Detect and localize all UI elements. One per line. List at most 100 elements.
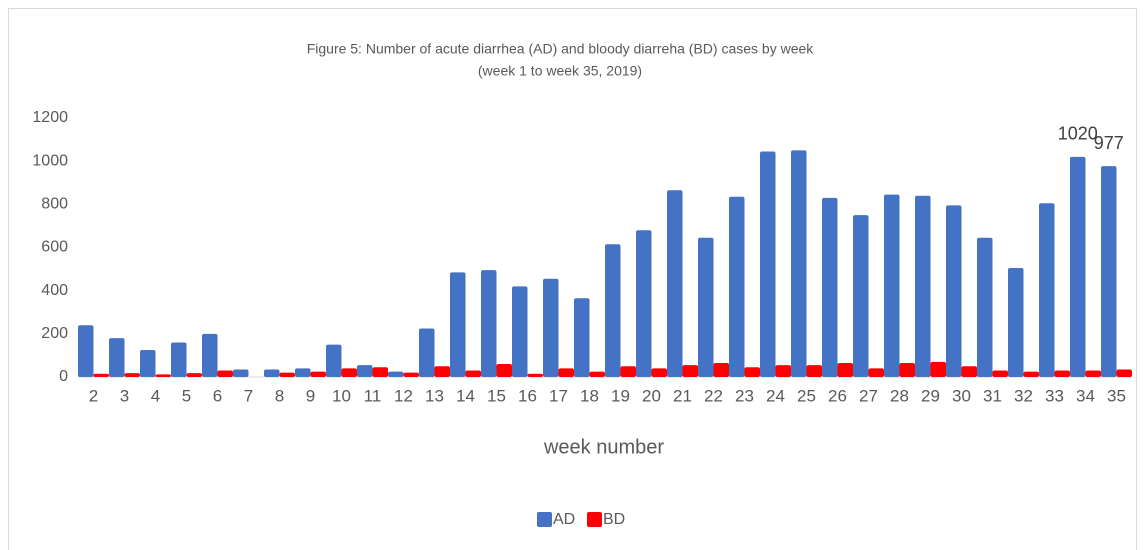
y-tick-label: 800 (41, 196, 68, 213)
bar (620, 366, 636, 377)
x-tick-label: 25 (797, 386, 816, 405)
bar (357, 365, 373, 377)
x-tick-label: 33 (1045, 386, 1064, 405)
bar (884, 194, 900, 377)
bar (93, 373, 109, 377)
bar (822, 197, 838, 377)
y-tick-label: 1000 (32, 152, 68, 169)
bar (1085, 370, 1101, 377)
x-tick-label: 29 (921, 386, 940, 405)
bar (667, 190, 683, 377)
bar (310, 371, 326, 377)
bar (341, 368, 357, 377)
bar (558, 368, 574, 377)
x-tick-label: 32 (1014, 386, 1033, 405)
bar (1039, 203, 1055, 377)
bar (403, 372, 419, 377)
bar (1101, 166, 1117, 377)
bar (915, 195, 931, 377)
x-tick-label: 9 (306, 386, 315, 405)
x-tick-label: 16 (518, 386, 537, 405)
bar (372, 367, 388, 377)
bar (1116, 369, 1132, 377)
bar (775, 365, 791, 377)
bar (450, 272, 466, 377)
bar (853, 215, 869, 377)
bar (155, 374, 171, 377)
bar (233, 369, 249, 377)
bar (713, 362, 729, 377)
x-tick-label: 12 (394, 386, 413, 405)
bar (899, 362, 915, 377)
bar (186, 373, 202, 377)
x-tick-label: 18 (580, 386, 599, 405)
bar (682, 365, 698, 377)
x-tick-label: 5 (182, 386, 191, 405)
bar (124, 373, 140, 377)
bar (171, 342, 187, 377)
bar (543, 278, 559, 377)
x-tick-label: 34 (1076, 386, 1095, 405)
y-tick-label: 600 (41, 239, 68, 256)
bar (512, 286, 528, 377)
x-tick-label: 22 (704, 386, 723, 405)
bar (977, 237, 993, 377)
bar (1023, 371, 1039, 377)
x-tick-label: 31 (983, 386, 1002, 405)
x-tick-label: 6 (213, 386, 222, 405)
x-tick-label: 35 (1107, 386, 1126, 405)
x-tick-label: 3 (120, 386, 129, 405)
x-tick-label: 7 (244, 386, 253, 405)
bar (930, 361, 946, 377)
x-tick-label: 27 (859, 386, 878, 405)
y-tick-label: 1200 (32, 109, 68, 126)
bar (760, 151, 776, 377)
bar (1054, 370, 1070, 377)
bar (806, 365, 822, 377)
x-tick-label: 4 (151, 386, 160, 405)
bar (1070, 156, 1086, 377)
x-tick-label: 23 (735, 386, 754, 405)
legend-label: BD (603, 511, 625, 528)
bar (868, 368, 884, 377)
x-tick-label: 10 (332, 386, 351, 405)
x-tick-label: 14 (456, 386, 475, 405)
bar (264, 369, 280, 377)
chart-subtitle: (week 1 to week 35, 2019) (478, 63, 642, 79)
x-tick-label: 20 (642, 386, 661, 405)
bar (992, 370, 1008, 377)
bar (698, 237, 714, 377)
x-tick-label: 11 (364, 386, 382, 405)
y-tick-label: 0 (59, 368, 68, 385)
y-tick-label: 400 (41, 282, 68, 299)
bar (729, 196, 745, 377)
x-tick-label: 15 (487, 386, 506, 405)
x-tick-label: 24 (766, 386, 785, 405)
chart-title: Figure 5: Number of acute diarrhea (AD) … (307, 41, 815, 57)
bar (1008, 268, 1024, 377)
bar (295, 368, 311, 377)
bar (217, 370, 233, 377)
bar (961, 366, 977, 377)
legend-swatch (537, 512, 552, 527)
x-tick-label: 28 (890, 386, 909, 405)
x-tick-label: 21 (673, 386, 692, 405)
bar (78, 325, 94, 377)
data-label: 977 (1094, 133, 1124, 153)
x-axis-title: week number (543, 436, 664, 458)
bar (202, 333, 218, 377)
bar (744, 367, 760, 377)
bar (419, 328, 435, 377)
bar (465, 370, 481, 377)
x-tick-label: 19 (611, 386, 630, 405)
data-label: 1020 (1058, 124, 1098, 144)
bar (574, 298, 590, 377)
bar (589, 371, 605, 377)
bar (837, 362, 853, 377)
bar (326, 344, 342, 377)
bar (605, 244, 621, 377)
legend-label: AD (553, 511, 575, 528)
bar (481, 270, 497, 377)
legend-swatch (587, 512, 602, 527)
